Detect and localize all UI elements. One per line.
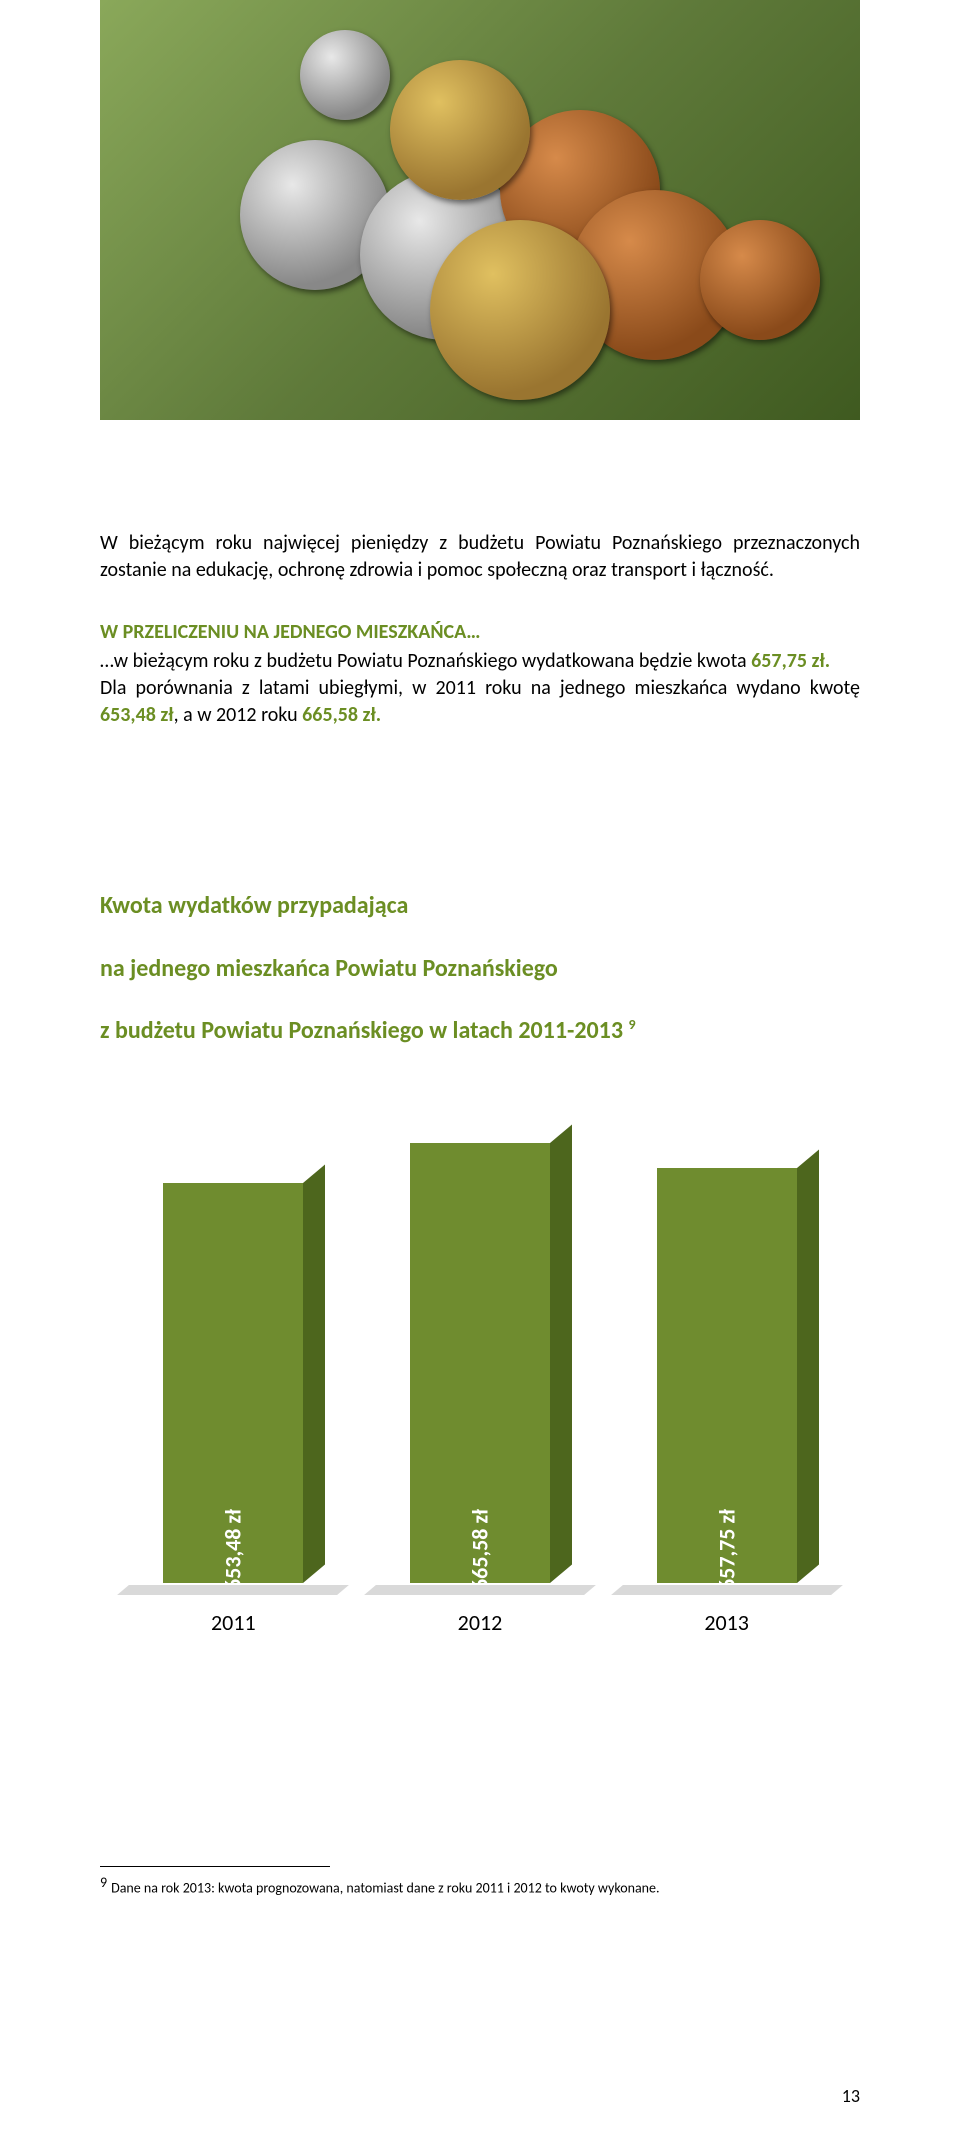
compare-prefix: Dla porównania z latami ubiegłymi, w 201…: [100, 676, 860, 700]
compare-hl2: 665,58 zł.: [302, 703, 381, 727]
bar-2013: 657,75 zł 2013: [637, 1168, 817, 1636]
bar-chart: 653,48 zł 2011 665,58 zł 2012 657,75 zł 2013: [100, 1116, 860, 1636]
footnote-text: Dane na rok 2013: kwota prognozowana, na…: [111, 1880, 659, 1897]
page-number: 13: [842, 2085, 860, 2107]
hero-image: [100, 0, 860, 420]
bar-year: 2013: [704, 1609, 749, 1636]
bar-label: 653,48 zł: [220, 1509, 247, 1590]
chart-title-line2: na jednego mieszkańca Powiatu Poznańskie…: [100, 954, 558, 983]
chart-title-line3: z budżetu Powiatu Poznańskiego w latach …: [100, 1016, 628, 1045]
section-line2-prefix: …w bieżącym roku z budżetu Powiatu Pozna…: [100, 649, 751, 673]
intro-paragraph: W bieżącym roku najwięcej pieniędzy z bu…: [100, 530, 860, 584]
compare-hl1: 653,48 zł: [100, 703, 174, 727]
section-line2-highlight: 657,75 zł.: [751, 649, 830, 673]
compare-mid: , a w 2012 roku: [174, 703, 303, 727]
chart-title-sup: 9: [628, 1016, 635, 1033]
chart-title-line1: Kwota wydatków przypadająca: [100, 891, 408, 920]
bar-2011: 653,48 zł 2011: [143, 1183, 323, 1636]
bar-year: 2012: [458, 1609, 503, 1636]
section-heading: W PRZELICZENIU NA JEDNEGO MIESZKAŃCA…: [100, 620, 860, 644]
bar-year: 2011: [211, 1609, 256, 1636]
compare-paragraph: Dla porównania z latami ubiegłymi, w 201…: [100, 675, 860, 729]
chart-title: Kwota wydatków przypadająca na jednego m…: [100, 859, 860, 1046]
bar-label: 657,75 zł: [713, 1509, 740, 1590]
footnote-rule: [100, 1866, 330, 1867]
bar-label: 665,58 zł: [466, 1509, 493, 1590]
bar-2012: 665,58 zł 2012: [390, 1143, 570, 1636]
footnote: 9Dane na rok 2013: kwota prognozowana, n…: [100, 1873, 860, 1898]
section-line2: …w bieżącym roku z budżetu Powiatu Pozna…: [100, 648, 860, 675]
footnote-number: 9: [100, 1874, 107, 1891]
